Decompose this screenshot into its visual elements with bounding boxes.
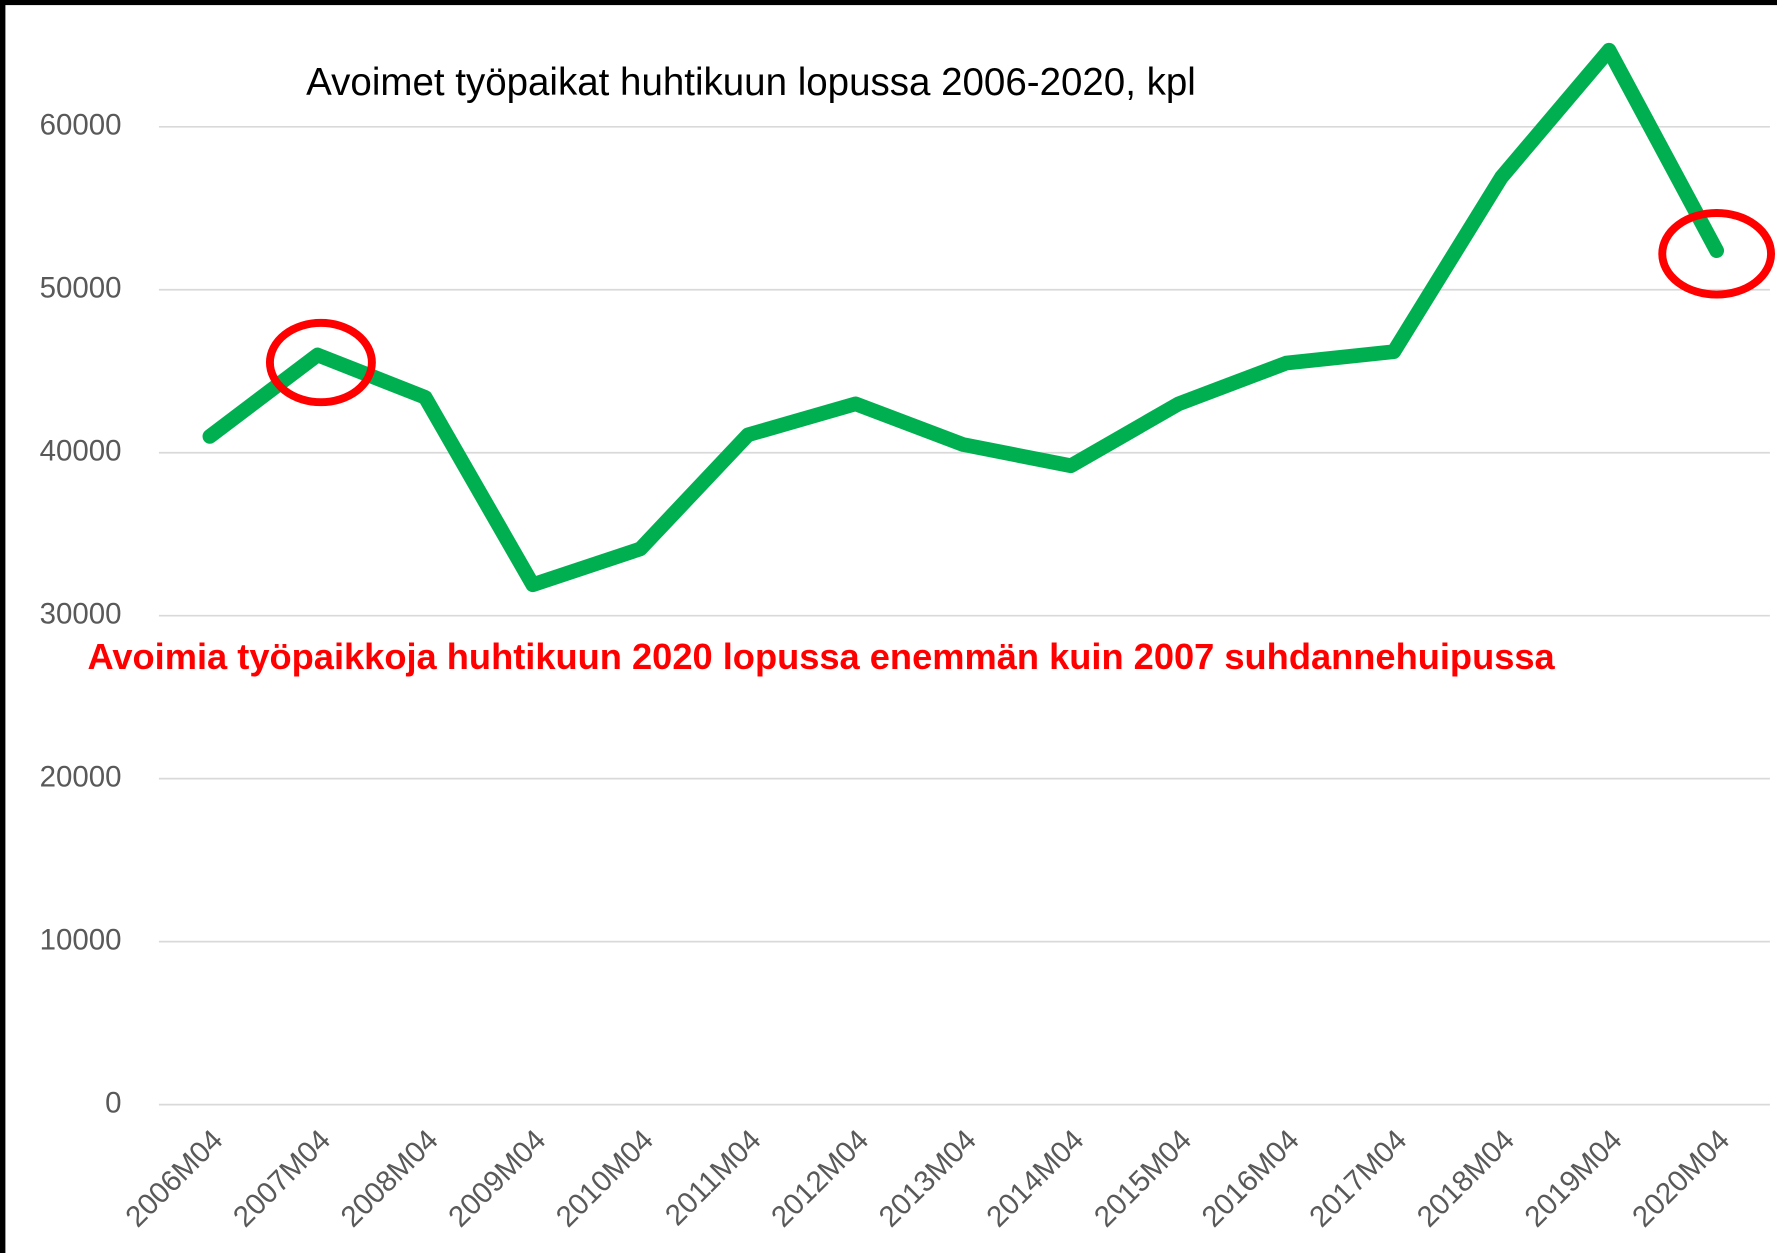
y-tick-label: 40000	[40, 435, 122, 468]
highlight-circle	[265, 318, 376, 407]
x-tick-label: 2017M04	[1303, 1123, 1413, 1233]
x-tick-label: 2014M04	[980, 1123, 1090, 1233]
x-tick-label: 2019M04	[1518, 1123, 1628, 1233]
x-tick-label: 2015M04	[1088, 1123, 1198, 1233]
x-tick-label: 2007M04	[227, 1123, 337, 1233]
x-tick-label: 2008M04	[335, 1123, 445, 1233]
annotation: Avoimia työpaikkoja huhtikuun 2020 lopus…	[88, 636, 1556, 677]
x-tick-label: 2018M04	[1411, 1123, 1521, 1233]
y-tick-label: 0	[105, 1086, 121, 1119]
x-tick-label: 2009M04	[442, 1123, 552, 1233]
x-tick-label: 2013M04	[873, 1123, 983, 1233]
y-tick-label: 10000	[40, 923, 122, 956]
highlight-circle	[1658, 209, 1776, 299]
series-line	[202, 42, 1725, 593]
x-tick-label: 2020M04	[1626, 1123, 1736, 1233]
y-tick-label: 50000	[40, 272, 122, 305]
x-tick-label: 2006M04	[119, 1123, 229, 1233]
x-tick-label: 2011M04	[659, 1123, 768, 1232]
y-tick-label: 60000	[40, 109, 122, 142]
x-tick-label: 2012M04	[765, 1123, 875, 1233]
y-tick-label: 20000	[40, 760, 122, 793]
chart-title: Avoimet työpaikat huhtikuun lopussa 2006…	[306, 61, 1196, 104]
x-tick-label: 2010M04	[550, 1123, 660, 1233]
plot	[202, 42, 1725, 593]
y-tick-label: 30000	[40, 597, 122, 630]
x-tick-label: 2016M04	[1196, 1123, 1306, 1233]
